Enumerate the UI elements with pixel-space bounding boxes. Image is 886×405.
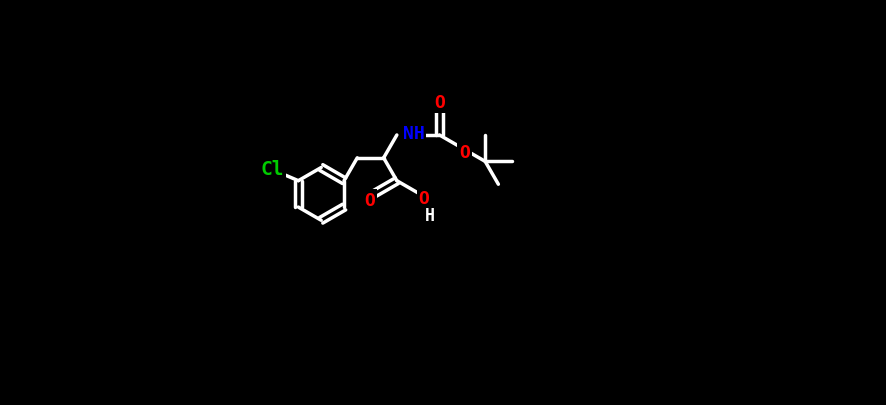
Text: Cl: Cl (260, 160, 284, 179)
Text: NH: NH (403, 125, 424, 143)
Text: O: O (418, 190, 429, 207)
Text: O: O (434, 94, 445, 112)
Text: O: O (364, 192, 376, 209)
Text: O: O (459, 144, 470, 162)
Text: H: H (425, 207, 435, 225)
